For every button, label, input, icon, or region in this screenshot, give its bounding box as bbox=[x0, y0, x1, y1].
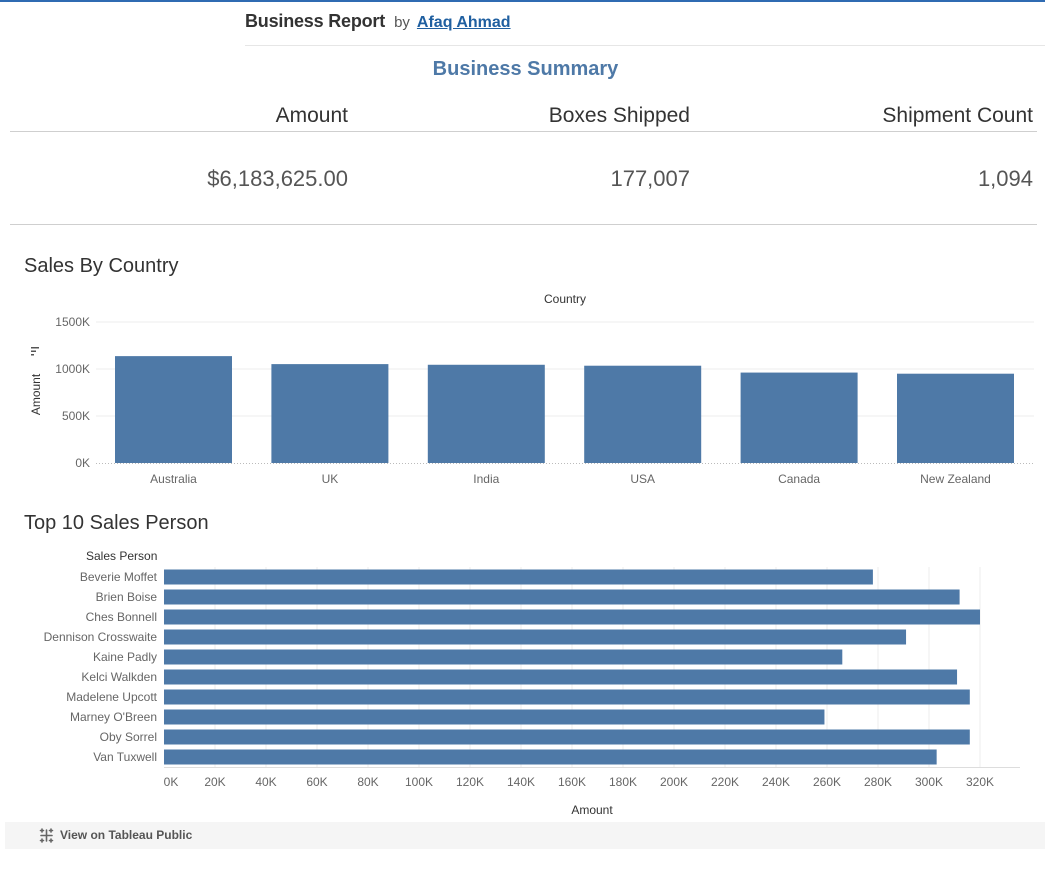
x-tick-label: 280K bbox=[864, 775, 892, 789]
sort-icon bbox=[31, 347, 39, 356]
tableau-logo-icon bbox=[39, 828, 54, 843]
kpi-bottom-divider bbox=[10, 224, 1037, 225]
x-tick-label: 300K bbox=[915, 775, 943, 789]
x-tick-label: India bbox=[473, 472, 499, 486]
y-tick-label: Marney O'Breen bbox=[70, 710, 157, 724]
bar-ches-bonnell bbox=[164, 609, 980, 625]
top-accent-line bbox=[0, 0, 1045, 2]
bar-beverie-moffet bbox=[164, 569, 873, 585]
x-tick-label: 0K bbox=[164, 775, 179, 789]
kpi-header-divider bbox=[10, 131, 1037, 132]
y-tick-label: Kelci Walkden bbox=[81, 670, 157, 684]
salesperson-axis-title: Sales Person bbox=[86, 549, 157, 563]
header-divider bbox=[245, 45, 1045, 46]
report-title: Business Report bbox=[245, 11, 386, 31]
kpi-boxes-value: 177,007 bbox=[610, 166, 690, 191]
country-axis-title: Country bbox=[544, 292, 586, 306]
y-tick-label: Beverie Moffet bbox=[80, 570, 158, 584]
sort-icon-bar bbox=[31, 347, 39, 349]
x-tick-label: 120K bbox=[456, 775, 484, 789]
salesperson-chart-title: Top 10 Sales Person bbox=[24, 512, 209, 534]
bar-usa bbox=[584, 365, 702, 463]
x-tick-label: 60K bbox=[306, 775, 327, 789]
kpi-amount-label: Amount bbox=[275, 104, 348, 127]
bar-brien-boise bbox=[164, 589, 960, 605]
x-tick-label: USA bbox=[630, 472, 655, 486]
bar-madelene-upcott bbox=[164, 689, 970, 705]
kpi-amount-value: $6,183,625.00 bbox=[207, 166, 348, 191]
bar-india bbox=[427, 364, 545, 463]
x-tick-label: Canada bbox=[778, 472, 820, 486]
amount-axis-title: Amount bbox=[29, 373, 43, 415]
x-tick-label: 200K bbox=[660, 775, 688, 789]
x-tick-label: 140K bbox=[507, 775, 535, 789]
sort-icon-bar bbox=[31, 354, 34, 356]
y-tick-label: Madelene Upcott bbox=[66, 690, 157, 704]
view-on-tableau-link[interactable]: View on Tableau Public bbox=[60, 828, 193, 842]
x-tick-label: 180K bbox=[609, 775, 637, 789]
y-tick-label: Dennison Crosswaite bbox=[44, 630, 158, 644]
y-tick-label: Ches Bonnell bbox=[86, 610, 157, 624]
bar-new-zealand bbox=[897, 373, 1014, 463]
x-tick-label: 220K bbox=[711, 775, 739, 789]
bar-australia bbox=[115, 356, 232, 463]
bar-kaine-padly bbox=[164, 649, 843, 665]
byline-text: by bbox=[394, 14, 410, 31]
bar-marney-o-breen bbox=[164, 709, 825, 725]
x-tick-label: 40K bbox=[255, 775, 276, 789]
x-tick-label: 160K bbox=[558, 775, 586, 789]
bar-dennison-crosswaite bbox=[164, 629, 907, 645]
country-chart-title: Sales By Country bbox=[24, 255, 179, 277]
bar-van-tuxwell bbox=[164, 749, 937, 765]
x-tick-label: 20K bbox=[204, 775, 225, 789]
x-tick-label: 240K bbox=[762, 775, 790, 789]
summary-title: Business Summary bbox=[432, 58, 619, 80]
y-tick-label: 0K bbox=[75, 456, 90, 470]
kpi-boxes-label: Boxes Shipped bbox=[548, 104, 690, 127]
amount-axis-title: Amount bbox=[571, 803, 613, 817]
salesperson-bar-chart: Sales Person 0K 20K 40K 60K 80K 100K 120K 140K 16… bbox=[44, 549, 1020, 817]
sort-icon-bar bbox=[31, 350, 36, 352]
x-tick-label: Australia bbox=[150, 472, 197, 486]
y-tick-label: 1500K bbox=[55, 315, 90, 329]
kpi-shipments-label: Shipment Count bbox=[882, 104, 1033, 127]
y-tick-label: Brien Boise bbox=[96, 590, 158, 604]
y-tick-label: Van Tuxwell bbox=[93, 750, 157, 764]
bar-uk bbox=[271, 364, 389, 463]
y-tick-label: Oby Sorrel bbox=[100, 730, 157, 744]
x-tick-label: 80K bbox=[357, 775, 378, 789]
author-link[interactable]: Afaq Ahmad bbox=[416, 14, 511, 31]
x-tick-label: New Zealand bbox=[920, 472, 991, 486]
bar-oby-sorrel bbox=[164, 729, 970, 745]
bar-canada bbox=[740, 372, 858, 463]
y-tick-label: Kaine Padly bbox=[93, 650, 157, 664]
y-tick-label: 1000K bbox=[55, 362, 90, 376]
x-tick-label: 260K bbox=[813, 775, 841, 789]
x-tick-label: 320K bbox=[966, 775, 994, 789]
x-tick-label: UK bbox=[322, 472, 339, 486]
tableau-footer: View on Tableau Public bbox=[5, 822, 1045, 849]
x-tick-label: 100K bbox=[405, 775, 433, 789]
y-tick-label: 500K bbox=[62, 409, 90, 423]
report-header: Business Report by Afaq Ahmad bbox=[245, 11, 511, 32]
kpi-shipments-value: 1,094 bbox=[977, 166, 1033, 191]
country-bar-chart: Country Amount 0K 500K 1000K 1500K Australia UK… bbox=[29, 292, 1034, 486]
bar-kelci-walkden bbox=[164, 669, 958, 685]
